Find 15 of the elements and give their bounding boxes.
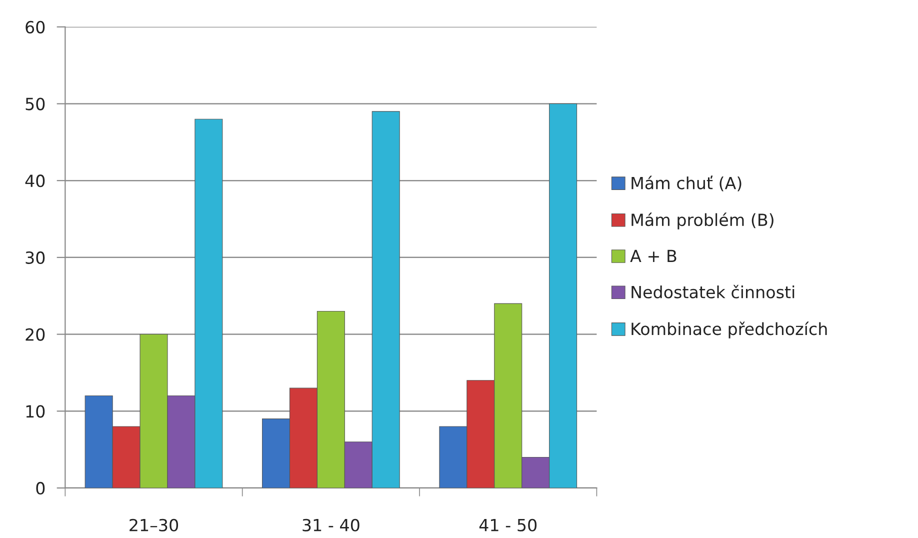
y-tick-label: 60	[26, 20, 45, 34]
legend-label: Mám problém (B)	[632, 212, 774, 230]
x-tick-label: 41 - 50	[479, 518, 537, 532]
legend-label: Nedostatek činnosti	[632, 284, 794, 298]
legend-label: Kombinace předchozích	[632, 322, 827, 338]
legend-label: Mám chuť (A)	[632, 176, 742, 192]
x-tick-label: 21–30	[130, 518, 178, 532]
y-tick-label: 30	[26, 251, 45, 264]
y-tick-label: 50	[26, 98, 45, 110]
y-tick-label: 40	[25, 174, 45, 188]
y-tick-label: 0	[36, 482, 45, 495]
x-tick-label: 31 - 40	[302, 518, 360, 532]
y-tick-label: 10	[26, 405, 45, 418]
legend-label: A + B	[630, 250, 676, 262]
y-tick-label: 20	[26, 328, 45, 341]
